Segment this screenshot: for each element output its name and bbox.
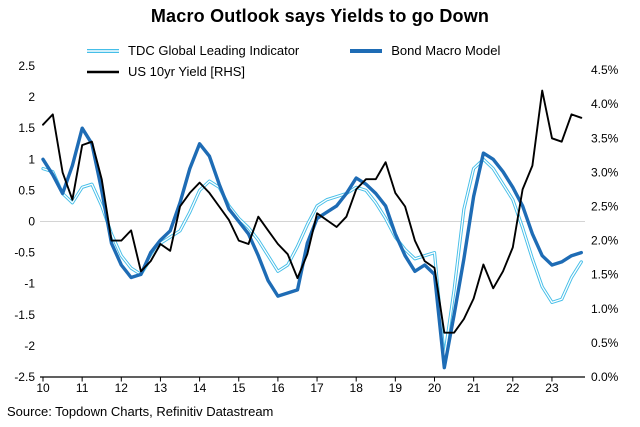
legend-row-1: TDC Global Leading Indicator Bond Macro … bbox=[86, 40, 500, 61]
x-tick-label: 23 bbox=[545, 381, 559, 395]
x-tick-label: 10 bbox=[36, 381, 50, 395]
x-tick-label: 19 bbox=[389, 381, 403, 395]
left-axis-label: -1.5 bbox=[14, 308, 35, 322]
right-axis-label: 1.0% bbox=[591, 302, 619, 316]
source-note: Source: Topdown Charts, Refinitiv Datast… bbox=[7, 404, 274, 419]
x-tick-label: 22 bbox=[506, 381, 520, 395]
series-line-2 bbox=[42, 89, 583, 334]
legend-item-bond: Bond Macro Model bbox=[349, 43, 500, 58]
left-axis-label: 0.5 bbox=[18, 183, 35, 197]
x-tick-label: 13 bbox=[154, 381, 168, 395]
right-axis-label: 1.5% bbox=[591, 268, 619, 282]
x-tick-label: 11 bbox=[76, 381, 89, 395]
x-tick-label: 16 bbox=[271, 381, 285, 395]
left-axis-label: 1 bbox=[28, 152, 35, 166]
right-axis-label: 4.5% bbox=[591, 63, 619, 77]
us10yr-line-swatch-icon bbox=[87, 70, 119, 73]
left-axis-label: -2.5 bbox=[14, 370, 35, 384]
series-line-0-core bbox=[42, 158, 582, 359]
right-axis-label: 4.0% bbox=[591, 97, 619, 111]
x-tick-label: 14 bbox=[193, 381, 207, 395]
chart-title: Macro Outlook says Yields to go Down bbox=[150, 6, 490, 26]
right-axis-label: 2.0% bbox=[591, 234, 619, 248]
left-axis-label: -0.5 bbox=[14, 246, 35, 260]
x-tick-label: 17 bbox=[310, 381, 324, 395]
left-axis-label: -2 bbox=[24, 339, 35, 353]
left-axis-label: 1.5 bbox=[18, 121, 35, 135]
legend-label-us10yr: US 10yr Yield [RHS] bbox=[128, 64, 246, 79]
legend-item-tdc: TDC Global Leading Indicator bbox=[86, 43, 299, 58]
left-axis-label: 0 bbox=[28, 215, 35, 229]
right-axis-label: 0.0% bbox=[591, 370, 619, 384]
left-axis-label: 2.5 bbox=[18, 59, 35, 73]
x-tick-label: 21 bbox=[467, 381, 481, 395]
tdc-line-swatch-icon bbox=[87, 48, 119, 53]
legend: TDC Global Leading Indicator Bond Macro … bbox=[86, 40, 500, 82]
right-axis-label: 3.0% bbox=[591, 165, 619, 179]
series-line-1 bbox=[41, 126, 583, 370]
right-axis-label: 0.5% bbox=[591, 336, 619, 350]
right-axis-label: 3.5% bbox=[591, 131, 619, 145]
legend-label-bond: Bond Macro Model bbox=[391, 43, 501, 58]
left-axis-label: -1 bbox=[24, 277, 35, 291]
x-tick-label: 15 bbox=[232, 381, 246, 395]
legend-item-us10yr: US 10yr Yield [RHS] bbox=[86, 64, 245, 79]
legend-label-tdc: TDC Global Leading Indicator bbox=[128, 43, 300, 58]
right-axis-label: 2.5% bbox=[591, 200, 619, 214]
bond-line-swatch-icon bbox=[350, 48, 383, 53]
x-tick-label: 18 bbox=[350, 381, 364, 395]
x-tick-label: 20 bbox=[428, 381, 442, 395]
x-tick-label: 12 bbox=[115, 381, 129, 395]
left-axis-label: 2 bbox=[28, 90, 35, 104]
legend-row-2: US 10yr Yield [RHS] bbox=[86, 61, 500, 82]
